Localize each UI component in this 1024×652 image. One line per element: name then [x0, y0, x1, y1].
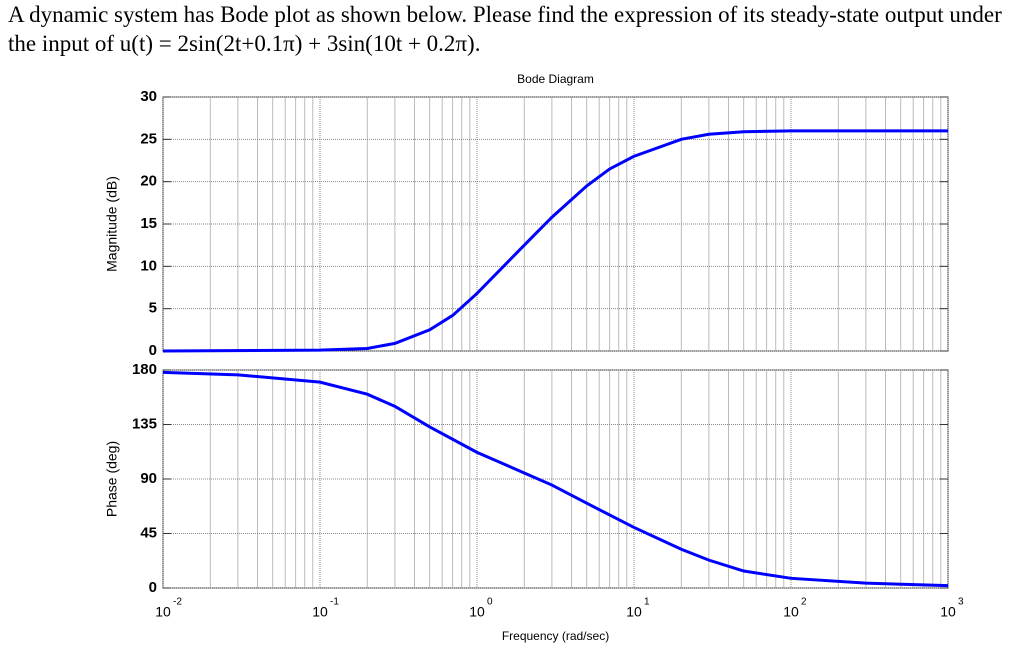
- y-tick-label: 45: [140, 524, 157, 541]
- x-tick-label: 10: [783, 604, 799, 620]
- x-tick-exponent: 1: [644, 597, 650, 608]
- x-tick-label: 10: [469, 604, 485, 620]
- y-tick-label: 90: [140, 470, 157, 487]
- x-axis-label: Frequency (rad/sec): [502, 629, 609, 643]
- y-tick-label: 30: [140, 88, 157, 105]
- line-series: [162, 129, 948, 353]
- x-tick-exponent: 3: [958, 597, 964, 608]
- y-tick-label: 10: [140, 257, 157, 274]
- x-tick-label: 10: [940, 604, 956, 620]
- y-tick-label: 0: [149, 342, 157, 359]
- y-tick-label: 180: [132, 361, 157, 378]
- x-tick-label: 10: [626, 604, 642, 620]
- line-series: [162, 370, 949, 588]
- chart-title: Bode Diagram: [517, 72, 594, 86]
- y-axis-label: Magnitude (dB): [104, 176, 120, 272]
- x-tick-label: 10: [155, 604, 171, 620]
- y-tick-label: 0: [149, 579, 157, 596]
- y-tick-label: 15: [140, 215, 157, 232]
- y-tick-label: 20: [140, 173, 157, 190]
- y-tick-label: 25: [140, 130, 157, 147]
- x-tick-exponent: 0: [487, 597, 493, 608]
- x-tick-exponent: -1: [330, 597, 339, 608]
- x-tick-exponent: 2: [801, 597, 807, 608]
- x-tick-exponent: -2: [173, 597, 182, 608]
- x-tick-label: 10: [312, 604, 328, 620]
- y-axis-label: Phase (deg): [104, 441, 120, 517]
- question: A dynamic system has Bode plot as shown …: [8, 2, 1002, 56]
- y-tick-label: 135: [132, 415, 157, 432]
- y-tick-label: 5: [149, 300, 157, 317]
